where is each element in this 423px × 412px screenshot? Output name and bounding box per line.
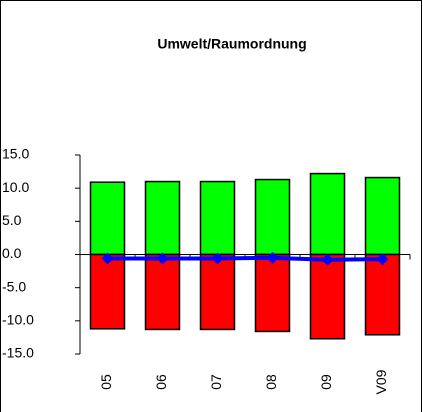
bar [364,176,401,256]
bar [199,180,236,256]
x-tick-label: 09 [318,374,334,390]
bar [364,253,401,336]
bar [254,253,291,333]
y-tick-label: 15.0 [2,146,29,162]
bar [144,253,181,331]
marker [156,252,169,265]
bar [309,172,346,256]
marker [266,251,279,264]
y-tick-label: 0.0 [2,245,22,261]
x-tick-label: V09 [373,369,389,394]
x-tick-label: 05 [98,374,114,390]
marker [321,253,334,266]
x-tick-label: 07 [208,374,224,390]
bar [144,180,181,256]
x-tick-label: 08 [263,374,279,390]
y-tick-label: -10.0 [2,312,34,328]
bar [89,253,126,330]
bar [199,253,236,331]
y-tick-label: 10.0 [2,179,29,195]
line [107,255,383,262]
bar [309,253,346,340]
chart-title: Umwelt/Raumordnung [157,36,306,52]
bar [89,181,126,256]
y-tick-label: -15.0 [2,345,34,361]
x-tick-label: 06 [153,374,169,390]
y-tick-label: 5.0 [2,212,22,228]
bar [254,178,291,256]
y-tick-label: -5.0 [2,278,26,294]
marker [211,252,224,265]
marker [376,253,389,266]
marker [101,252,114,265]
